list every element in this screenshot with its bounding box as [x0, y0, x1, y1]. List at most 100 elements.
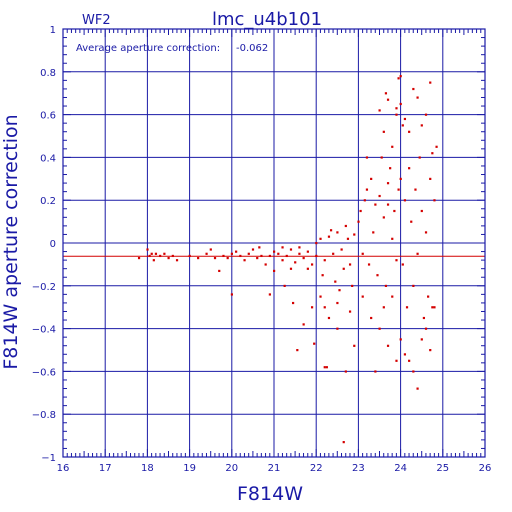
data-point — [222, 254, 225, 258]
data-point — [323, 259, 326, 262]
data-point — [416, 252, 419, 255]
data-point — [213, 256, 217, 260]
data-point — [235, 250, 238, 253]
y-tick-label: −1 — [41, 453, 56, 464]
data-point — [315, 242, 318, 245]
data-point — [397, 188, 400, 191]
data-point — [416, 96, 419, 99]
x-tick-label: 20 — [225, 463, 238, 474]
data-point — [298, 252, 301, 255]
data-point — [395, 359, 398, 362]
data-point — [420, 124, 423, 127]
data-point — [321, 274, 324, 277]
data-point — [427, 295, 430, 298]
x-tick-label: 22 — [310, 463, 323, 474]
data-point — [332, 252, 335, 255]
average-annotation: Average aperture correction: -0.062 — [76, 43, 268, 54]
data-point — [243, 259, 246, 262]
data-point — [431, 306, 434, 309]
data-point — [418, 156, 421, 159]
y-tick-labels: −1 −0.8 −0.6 −0.4 −0.2 0 0.2 0.4 0.6 0.8 1 — [32, 25, 56, 464]
data-point — [268, 293, 271, 296]
data-point — [391, 295, 394, 298]
data-point — [384, 92, 388, 95]
x-tick-label: 26 — [479, 463, 492, 474]
data-point — [386, 203, 390, 206]
data-point — [273, 269, 276, 273]
data-point — [424, 113, 428, 116]
data-point — [363, 199, 366, 202]
data-point — [148, 254, 151, 258]
data-point — [348, 263, 352, 266]
y-tick-label: −0.4 — [32, 325, 56, 336]
data-point — [408, 359, 411, 362]
data-point — [264, 263, 267, 266]
data-point — [323, 366, 326, 369]
data-point — [424, 231, 428, 234]
y-tick-label: 0.6 — [40, 111, 56, 122]
data-point — [334, 280, 337, 283]
data-point — [374, 370, 377, 373]
data-point — [342, 267, 345, 270]
data-point — [302, 323, 305, 326]
data-point — [230, 293, 233, 296]
data-point — [420, 209, 423, 213]
data-point — [268, 254, 271, 258]
data-point — [315, 254, 318, 258]
data-point — [209, 248, 212, 251]
data-point — [188, 254, 191, 258]
data-point — [329, 229, 333, 232]
data-point — [171, 254, 174, 258]
data-point — [291, 301, 295, 305]
data-point — [386, 182, 390, 185]
data-point — [357, 220, 360, 223]
y-tick-label: 0.2 — [40, 196, 56, 207]
annotation-value: -0.062 — [236, 43, 268, 54]
data-point — [146, 248, 149, 251]
data-point — [370, 316, 373, 320]
data-point — [281, 259, 284, 262]
data-point — [420, 338, 423, 341]
data-point — [197, 256, 200, 260]
data-point — [163, 252, 166, 255]
data-point — [416, 387, 419, 390]
data-point — [258, 246, 261, 249]
data-point — [277, 252, 280, 255]
data-point — [429, 81, 432, 84]
data-point — [359, 209, 362, 213]
data-point — [376, 274, 379, 277]
data-point — [256, 256, 259, 260]
data-point — [395, 107, 398, 110]
data-point — [346, 237, 350, 240]
data-point — [374, 203, 377, 206]
data-point — [313, 342, 316, 345]
data-point — [393, 209, 396, 213]
data-point — [395, 259, 398, 262]
data-point — [251, 248, 255, 251]
data-point — [399, 338, 402, 341]
data-point — [289, 267, 293, 270]
data-point — [239, 254, 242, 258]
data-point — [152, 259, 155, 262]
x-tick-label: 19 — [183, 463, 196, 474]
data-point — [389, 167, 392, 170]
x-tick-label: 23 — [352, 463, 365, 474]
data-point — [319, 237, 322, 240]
data-point — [344, 370, 347, 373]
data-point — [433, 306, 436, 309]
data-point — [433, 199, 436, 202]
data-point — [391, 145, 394, 148]
data-point — [351, 284, 354, 287]
data-point — [403, 199, 407, 202]
plot-border — [62, 28, 486, 458]
data-point — [386, 344, 390, 347]
y-tick-label: −0.8 — [32, 410, 56, 421]
chip-label: WF2 — [82, 13, 111, 28]
data-point — [319, 295, 322, 298]
x-tick-label: 25 — [436, 463, 449, 474]
data-point — [310, 263, 314, 266]
data-point — [175, 259, 179, 262]
data-point — [399, 75, 402, 78]
data-point — [370, 177, 373, 180]
